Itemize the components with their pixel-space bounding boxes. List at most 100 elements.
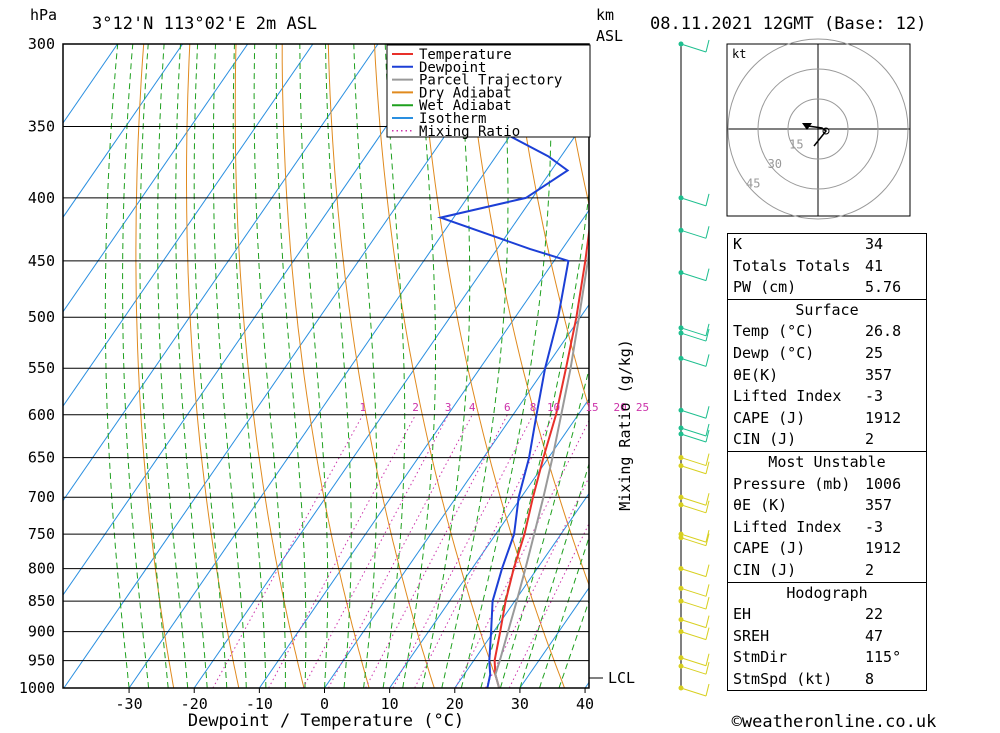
wind-barb-shaft [680, 619, 707, 629]
wet-adiabat-line [175, 44, 208, 688]
pressure-tick-label: 800 [28, 560, 55, 578]
wind-barb-flag [705, 429, 710, 443]
wind-barb-flag [705, 683, 710, 697]
pressure-tick-label: 850 [28, 592, 55, 610]
sounding-series [437, 44, 589, 688]
mixing-ratio-axis-label: Mixing Ratio (g/kg) [616, 339, 634, 511]
mixing-ratio-label: 1 [360, 401, 367, 414]
hodograph-ring [727, 38, 909, 220]
wind-barb-flag [705, 493, 710, 506]
hodograph-ring [787, 98, 849, 160]
wet-adiabat-line [212, 44, 247, 688]
hodograph-point [822, 127, 830, 135]
wet-adiabat-line [441, 44, 509, 688]
wind-barb-flag [705, 533, 710, 546]
stmdir-row: StmDir 115° [733, 648, 902, 667]
x-tick-label: -10 [246, 695, 273, 713]
wind-profile-column [678, 39, 710, 697]
pressure-tick-label: 300 [28, 35, 55, 53]
wind-barb-shaft [680, 496, 707, 506]
hpa-label: hPa [30, 6, 57, 24]
mixing-ratio-line [485, 476, 589, 688]
isotherm-line [128, 44, 574, 688]
mixing-ratio-label: 20 [614, 401, 627, 414]
wind-barb-flag [705, 662, 710, 675]
wind-barb-shaft [680, 687, 707, 697]
wind-barb-shaft [680, 657, 707, 667]
pressure-tick-label: 950 [28, 652, 55, 670]
mixing-ratio-line [455, 419, 589, 688]
surface-title: Surface [795, 300, 859, 319]
wet-adiabat-line [558, 599, 589, 688]
wind-barb-shaft [680, 533, 707, 543]
wind-barb-flag [705, 193, 710, 207]
basic-indices-block: K 34 Totals Totals 41 PW (cm) 5.76 [727, 233, 927, 300]
wind-barb-flag [705, 226, 710, 239]
mixing-ratio-label: 10 [547, 401, 560, 414]
isotherm-line [63, 44, 314, 408]
pressure-tick-label: 350 [28, 117, 55, 135]
wind-barb-shaft [680, 427, 707, 437]
wet-adiabat-line [382, 44, 406, 688]
pressure-tick-label: 750 [28, 525, 55, 543]
pressure-tick-label: 550 [28, 359, 55, 377]
pressure-tick-label: 650 [28, 449, 55, 467]
x-axis-label: Dewpoint / Temperature (°C) [188, 711, 464, 731]
temperature-axis: -30 -20 -10 0 10 20 30 40 [116, 688, 594, 713]
hodograph-storm-motion-marker [802, 123, 812, 130]
surface-block: Surface Temp (°C) 26.8 Dewp (°C) 25 θE(K) 3… [727, 299, 927, 452]
isotherm-line [389, 398, 589, 688]
wet-adiabat-line [402, 44, 436, 688]
x-tick-label: -20 [181, 695, 208, 713]
mixing-ratio-label: 2 [412, 401, 419, 414]
x-tick-label: -30 [116, 695, 143, 713]
wet-adiabat-line [122, 44, 150, 688]
hodograph-ring-label: 30 [768, 157, 782, 171]
surface-temp-row: Temp (°C) 26.8 [733, 322, 902, 341]
wind-barb-shaft [680, 665, 707, 675]
totals-totals-row: Totals Totals 41 [733, 256, 884, 275]
surface-cape-row: CAPE (J) 1912 [733, 408, 902, 427]
mixing-ratio-line [508, 522, 589, 688]
mu-pressure-row: Pressure (mb) 1006 [733, 474, 902, 493]
wind-barb-flag [705, 423, 710, 437]
wind-barb-flag [705, 453, 710, 466]
wind-barb-flag [705, 529, 710, 543]
eh-row: EH 22 [733, 605, 884, 624]
wind-barb-shaft [680, 587, 707, 597]
wind-barb-flag [705, 406, 710, 419]
pressure-axis: 300 350 400 450 500 550 600 650 700 750 800 850 900 9… [19, 35, 55, 697]
hodograph-params-block: Hodograph EH 22 SREH 47 StmDir 115° StmSpd … [727, 582, 927, 692]
legend-label: Parcel Trajectory [419, 73, 562, 89]
mixing-ratio-labels: 1 2 3 4 6 8 10 15 20 25 [360, 401, 650, 414]
x-tick-label: 40 [576, 695, 594, 713]
wind-barb-flag [705, 500, 710, 513]
km-label: km [596, 6, 614, 24]
location-title: 3°12'N 113°02'E 2m ASL [92, 14, 317, 34]
wet-adiabat-line [139, 44, 169, 688]
wet-adiabat-line [325, 44, 352, 688]
wind-barb-shaft [680, 504, 707, 514]
wind-barb-shaft [680, 197, 707, 207]
dry-adiabat-line [512, 44, 589, 410]
surface-theta-row: θE(K) 357 [733, 365, 893, 384]
isotherm-line [324, 303, 589, 688]
legend-label: Mixing Ratio [419, 124, 520, 140]
dry-adiabat-line [975, 44, 1000, 688]
wind-barb-shaft [680, 332, 707, 342]
pressure-tick-label: 900 [28, 623, 55, 641]
asl-label: ASL [596, 27, 623, 45]
most-unstable-block: Most Unstable Pressure (mb) 1006 θE (K) 35… [727, 451, 927, 583]
mu-li-row: Lifted Index -3 [733, 517, 884, 536]
series-temperature [493, 225, 589, 688]
hodograph-ring-label: 45 [746, 176, 760, 190]
legend-label: Temperature [419, 47, 512, 63]
pressure-tick-label: 600 [28, 406, 55, 424]
wind-barb-shaft [680, 433, 707, 443]
lcl-label: LCL [608, 669, 635, 687]
wind-barb-shaft [680, 457, 707, 467]
hodograph: 15 30 45 kt [726, 38, 911, 220]
wind-barb-flag [705, 323, 710, 336]
